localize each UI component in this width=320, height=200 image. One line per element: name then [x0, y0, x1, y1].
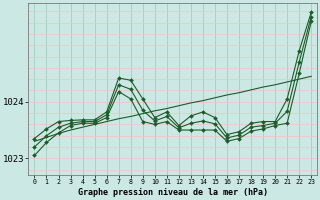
X-axis label: Graphe pression niveau de la mer (hPa): Graphe pression niveau de la mer (hPa)	[78, 188, 268, 197]
